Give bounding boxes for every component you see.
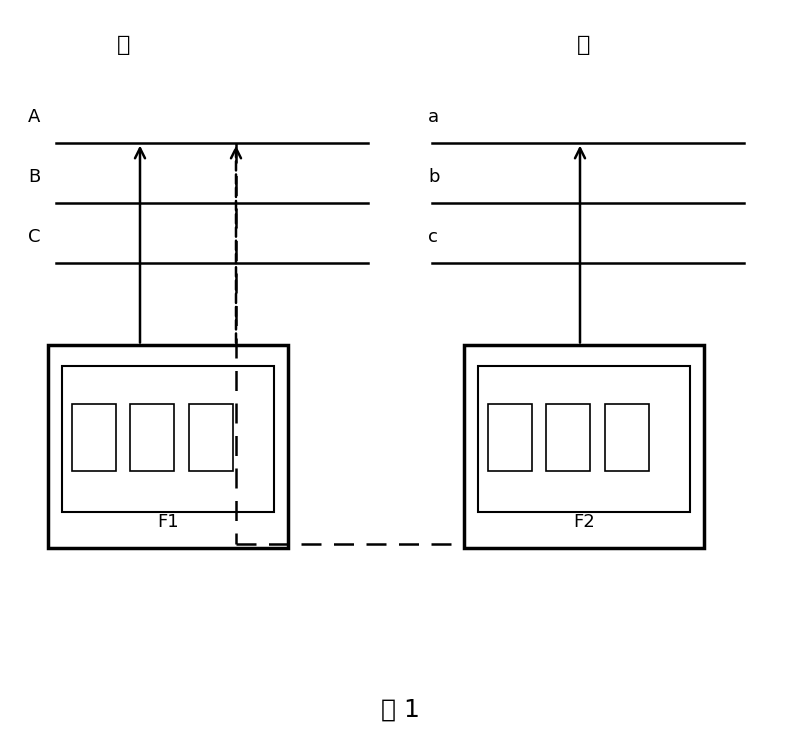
Bar [62,366,274,512]
Bar [464,345,704,548]
Text: B: B [28,168,40,186]
Bar [130,403,174,471]
Text: c: c [428,228,438,246]
Text: 甲: 甲 [118,35,130,55]
Bar [72,403,116,471]
Text: b: b [428,168,439,186]
Text: F2: F2 [573,513,595,531]
Bar [488,403,532,471]
Bar [189,403,233,471]
Text: F1: F1 [157,513,179,531]
Text: 图 1: 图 1 [381,698,419,722]
Text: C: C [28,228,41,246]
Bar [605,403,649,471]
Bar [546,403,590,471]
Text: A: A [28,108,40,126]
Text: a: a [428,108,439,126]
Text: 乙: 乙 [578,35,590,55]
Bar [478,366,690,512]
Bar [48,345,288,548]
